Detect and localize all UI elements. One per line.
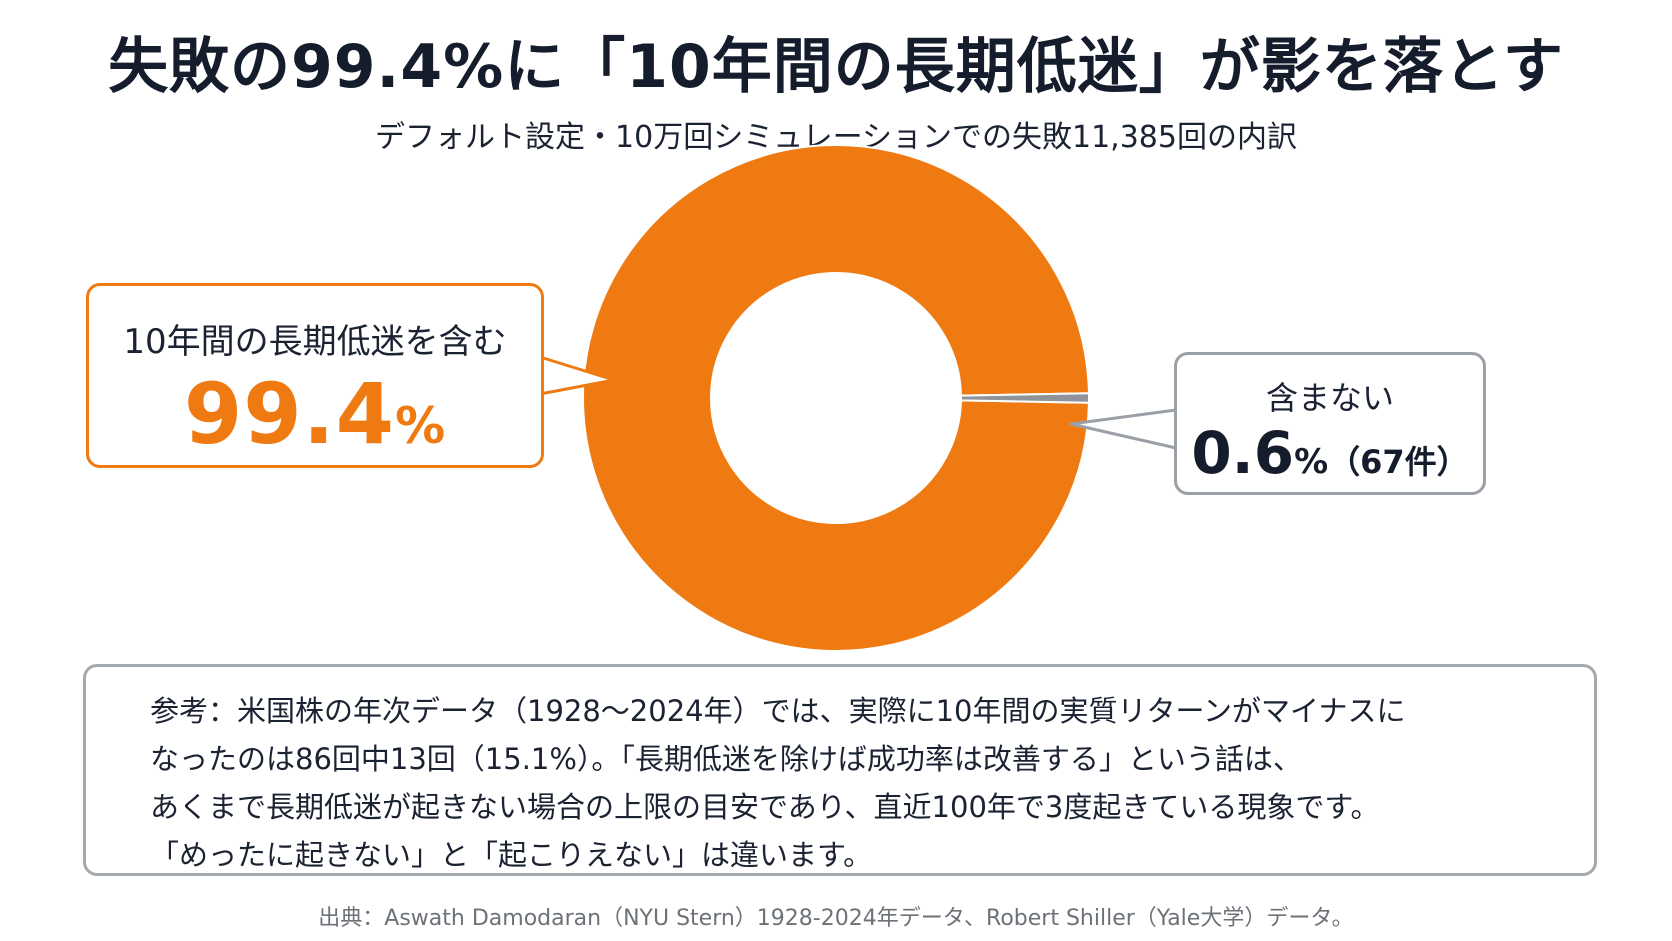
page-title: 失敗の99.4%に「10年間の長期低迷」が影を落とす <box>108 32 1564 102</box>
callout-long-slump: 10年間の長期低迷を含む 99.4% <box>86 283 544 468</box>
note-line: あくまで長期低迷が起きない場合の上限の目安であり、直近100年で3度起きている現… <box>150 790 1380 824</box>
callout-no-slump-value: 0.6%（67件） <box>1191 419 1469 487</box>
callout-no-slump-label: 含まない <box>1265 379 1394 417</box>
note-line: 参考：米国株の年次データ（1928〜2024年）では、実際に10年間の実質リター… <box>150 694 1406 728</box>
callout-long-slump-value: 99.4% <box>183 365 447 463</box>
slice-no-slump <box>959 392 1091 404</box>
note-line: なったのは86回中13回（15.1%）。「長期低迷を除けば成功率は改善する」とい… <box>150 742 1302 776</box>
slice-long-slump <box>582 144 1090 652</box>
reference-note: 参考：米国株の年次データ（1928〜2024年）では、実際に10年間の実質リター… <box>83 664 1597 876</box>
source-credit: 出典：Aswath Damodaran（NYU Stern）1928-2024年… <box>318 906 1354 931</box>
callout-no-slump-count: （67件） <box>1328 443 1469 481</box>
callout-long-slump-label: 10年間の長期低迷を含む <box>123 322 507 362</box>
callout-no-slump: 含まない 0.6%（67件） <box>1174 352 1486 495</box>
note-line: 「めったに起きない」と「起こりえない」は違います。 <box>150 838 873 872</box>
